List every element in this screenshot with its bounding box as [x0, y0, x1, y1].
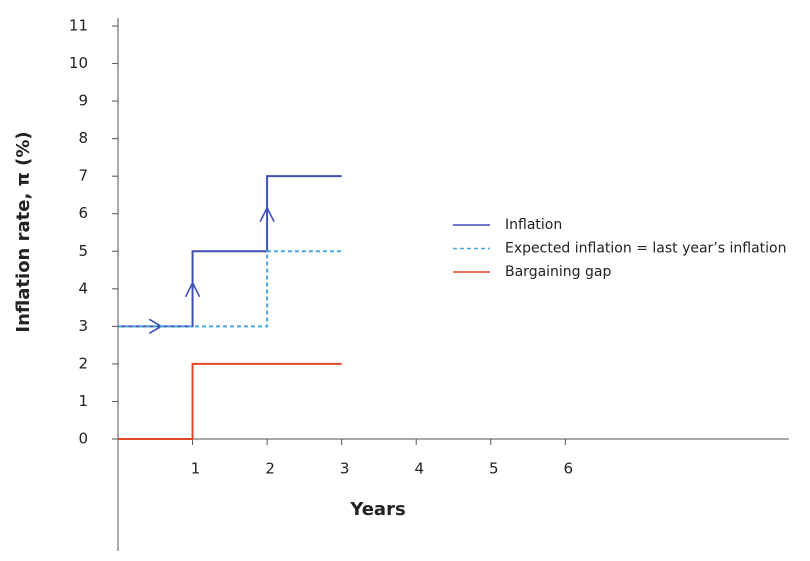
y-tick-label: 9 [78, 92, 88, 110]
x-tick-label: 3 [340, 460, 350, 478]
y-tick-label: 5 [78, 242, 88, 260]
x-axis-title: Years [349, 499, 405, 520]
y-tick-label: 11 [69, 17, 88, 35]
y-tick-label: 6 [78, 204, 88, 222]
direction-arrow [259, 205, 275, 223]
series-line [118, 362, 342, 440]
y-tick-label: 7 [78, 167, 88, 185]
x-tick-label: 4 [414, 460, 424, 478]
y-tick-label: 2 [78, 354, 88, 372]
x-tick-label: 5 [489, 460, 499, 478]
y-axis-title: Inflation rate, π (%) [13, 131, 34, 332]
y-tick-label: 10 [69, 54, 88, 72]
y-tick-label: 0 [78, 430, 88, 448]
legend-label: Expected inflation = last year’s inflati… [505, 241, 786, 257]
y-tick-label: 3 [78, 317, 88, 335]
legend-label: Bargaining gap [505, 264, 611, 280]
x-tick-label: 2 [265, 460, 275, 478]
x-tick-label: 1 [191, 460, 201, 478]
x-tick-label: 6 [564, 460, 574, 478]
y-tick-label: 8 [78, 129, 88, 147]
y-tick-label: 4 [78, 279, 88, 297]
direction-arrow [184, 281, 201, 298]
series-line [118, 175, 342, 328]
legend-label: Inflation [505, 217, 562, 233]
series-line [118, 250, 342, 328]
y-tick-label: 1 [78, 392, 88, 410]
